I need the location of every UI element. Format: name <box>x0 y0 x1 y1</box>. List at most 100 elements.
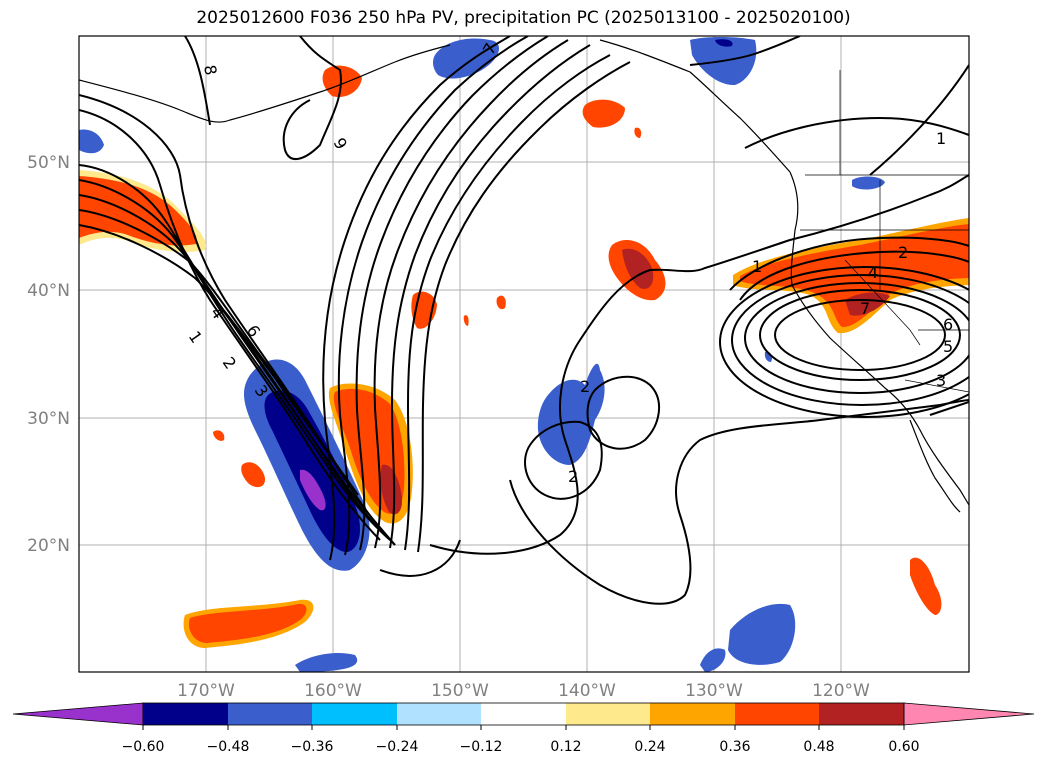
lon-label-120w: 120°W <box>812 681 870 701</box>
colorbar-tick-label: −0.24 <box>376 739 419 755</box>
colorbar-tick-label: −0.48 <box>207 739 250 755</box>
colorbar-bin <box>397 703 481 725</box>
lon-label-170w: 170°W <box>177 681 235 701</box>
colorbar-bin <box>481 703 566 725</box>
longitude-labels: 170°W 160°W 150°W 140°W 130°W 120°W <box>177 681 870 701</box>
pv-contour-w-5 <box>79 194 396 546</box>
colorbar-arrow-right <box>903 702 1035 726</box>
lon-label-130w: 130°W <box>685 681 743 701</box>
pv-contour-ne <box>744 116 969 149</box>
colorbar-tick-label: 0.24 <box>634 739 665 755</box>
contour-label: 2 <box>898 243 908 262</box>
map-background <box>79 36 969 672</box>
colorbar-tick-label: −0.36 <box>291 739 334 755</box>
contour-label: 7 <box>860 299 870 318</box>
pv-contour-c-2 <box>337 36 529 556</box>
pv-contour-ridge-north-loop <box>586 375 661 450</box>
colorbar-ticks <box>142 725 905 730</box>
contour-label: 2 <box>568 467 578 486</box>
pv-contour-w-6 <box>79 209 351 486</box>
contour-label: 2 <box>580 377 590 396</box>
contour-label: 1 <box>752 257 762 276</box>
lon-label-160w: 160°W <box>304 681 362 701</box>
precip-positive-east-band-core <box>845 292 890 316</box>
precip-positive-small-4 <box>496 295 506 310</box>
lat-label-40n: 40°N <box>27 281 70 301</box>
precip-negative-tongue-min <box>300 469 326 511</box>
chart-title: 2025012600 F036 250 hPa PV, precipitatio… <box>196 8 851 28</box>
precip-positive-north-1 <box>322 65 362 98</box>
precip-positive-small-1 <box>241 462 266 488</box>
lon-label-150w: 150°W <box>431 681 489 701</box>
pv-contours <box>79 36 969 605</box>
border-mexico <box>904 379 969 393</box>
pv-contour-ne-3 <box>869 64 969 176</box>
contour-label: 6 <box>943 315 953 334</box>
coastlines <box>79 39 969 513</box>
pv-contour-c-4 <box>373 39 569 549</box>
pv-contour-w-7 <box>79 224 359 496</box>
coastline-ca <box>791 284 969 506</box>
pv-contour-low-open-2 <box>729 236 969 291</box>
colorbar-bin <box>143 703 228 725</box>
map-frame <box>78 35 970 673</box>
pv-contour-c-7 <box>417 61 631 553</box>
contour-label: 5 <box>943 337 953 356</box>
contour-label: 4 <box>868 263 878 282</box>
contour-label: 8 <box>200 63 220 76</box>
precip-negative-coast-small <box>852 176 885 190</box>
pv-contour-low-3 <box>744 282 969 394</box>
latitude-labels: 50°N 40°N 30°N 20°N <box>27 153 70 556</box>
colorbar-bin <box>735 703 819 725</box>
precip-positive-central-blob-core <box>622 248 654 289</box>
pv-contour-low-2 <box>759 289 961 381</box>
gridlines <box>79 36 969 672</box>
lon-label-140w: 140°W <box>558 681 616 701</box>
pv-contour-ridge <box>429 174 969 555</box>
colorbar-tick-label: 0.48 <box>803 739 834 755</box>
colorbar-tick-label: 0.12 <box>550 739 581 755</box>
colorbar-bin <box>312 703 397 725</box>
precip-positive-se-blob <box>910 557 942 615</box>
colorbar-arrow-left <box>12 702 144 726</box>
precip-negative-se-blob-2 <box>700 648 726 672</box>
lat-label-50n: 50°N <box>27 153 70 173</box>
coastline-se-alaska <box>599 39 791 173</box>
precip-negative-tongue-core <box>264 390 360 553</box>
precip-positive-north-3 <box>634 127 642 138</box>
colorbar-bin <box>228 703 312 725</box>
precip-positive-tongue-core <box>380 464 403 515</box>
pv-contour-low-1 <box>774 299 946 371</box>
precip-positive-sw-blob-core <box>188 603 307 643</box>
pv-contour-w-2 <box>79 109 381 541</box>
precip-positive-small-5 <box>463 315 469 326</box>
pv-contour-ne-2 <box>689 36 801 66</box>
colorbar-frame <box>142 702 905 726</box>
precip-negative-south-blob <box>295 653 358 672</box>
precip-negative-north-2-core <box>715 39 733 47</box>
pv-contour-ridge-west-loop <box>524 420 603 500</box>
colorbar: −0.60 −0.48 −0.36 −0.24 −0.12 0.12 0.24 … <box>12 702 1035 755</box>
contour-label: 1 <box>936 129 946 148</box>
pv-contour-low-open-1 <box>739 250 969 301</box>
colorbar-tick-label: 0.60 <box>888 739 919 755</box>
lat-label-20n: 20°N <box>27 536 70 556</box>
colorbar-tick-label: 0.36 <box>719 739 750 755</box>
precip-negative-nw-edge <box>79 129 104 154</box>
precip-positive-small-2 <box>213 430 225 441</box>
pv-contour-c-6 <box>404 54 611 551</box>
pv-contour-n-8 <box>184 36 211 126</box>
pv-contour-low-4 <box>731 274 969 406</box>
pv-contour-low-5 <box>719 266 969 418</box>
coastline-baja <box>909 419 961 513</box>
coastline-bc-wa <box>789 171 799 286</box>
contour-label: 3 <box>936 371 946 390</box>
precip-positive-north-2 <box>582 99 625 128</box>
lat-label-30n: 30°N <box>27 409 70 429</box>
pv-contour-c-3 <box>355 36 549 551</box>
pv-contour-c-1 <box>322 36 511 561</box>
precip-negative-north-1 <box>433 38 500 79</box>
pv-contour-c-8 <box>379 539 461 577</box>
precip-negative-se-blob <box>728 603 796 665</box>
